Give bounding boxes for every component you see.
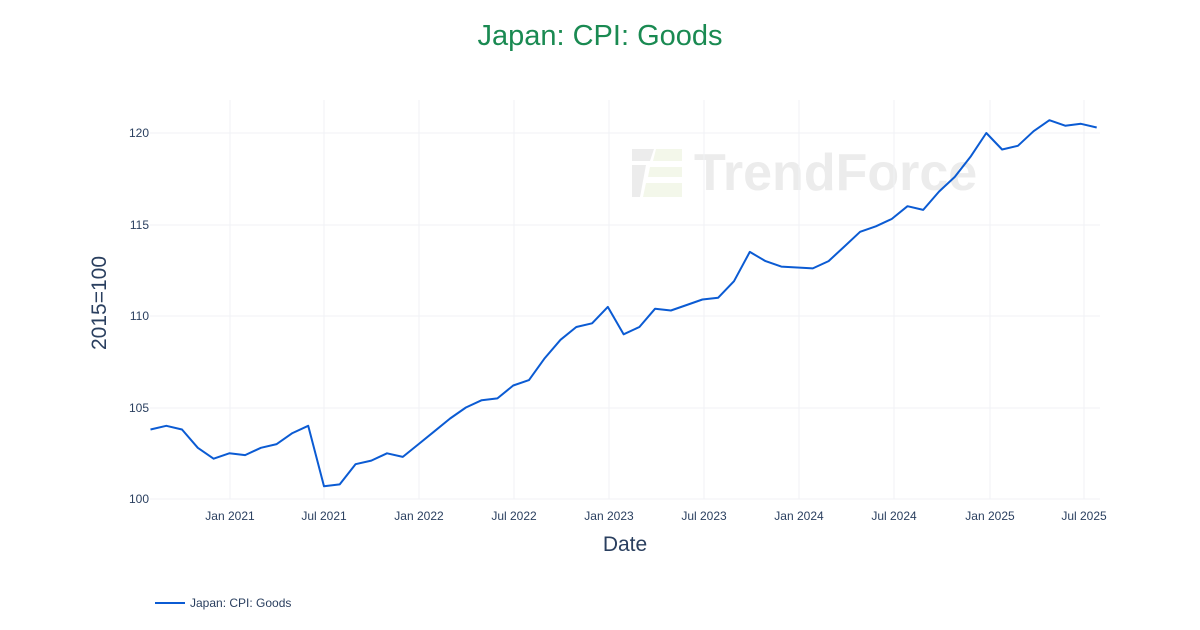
y-tick-label: 115 <box>129 218 149 232</box>
y-tick-label: 120 <box>128 126 149 140</box>
y-tick-label: 110 <box>129 309 149 323</box>
legend-label: Japan: CPI: Goods <box>190 596 292 610</box>
watermark-text: TrendForce <box>694 144 978 202</box>
x-tick-label: Jul 2022 <box>491 509 537 523</box>
y-tick-label: 105 <box>128 401 149 415</box>
legend-item[interactable]: Japan: CPI: Goods <box>155 596 291 610</box>
x-tick-label: Jul 2025 <box>1061 509 1107 523</box>
x-tick-label: Jul 2023 <box>681 509 727 523</box>
x-tick-label: Jan 2022 <box>394 509 444 523</box>
y-tick-label: 100 <box>128 492 149 506</box>
x-tick-label: Jul 2021 <box>301 509 347 523</box>
x-tick-label: Jan 2021 <box>205 509 255 523</box>
x-tick-label: Jul 2024 <box>871 509 917 523</box>
x-tick-label: Jan 2025 <box>965 509 1015 523</box>
x-axis-title: Date <box>602 533 648 556</box>
chart-title: Japan: CPI: Goods <box>477 20 723 52</box>
trendforce-logo-icon <box>626 145 682 201</box>
y-axis-title: 2015=100 <box>88 255 111 351</box>
series-line[interactable] <box>150 119 1097 488</box>
x-tick-label: Jan 2023 <box>584 509 634 523</box>
x-tick-label: Jan 2024 <box>774 509 824 523</box>
legend-line-icon <box>155 602 185 604</box>
trendforce-watermark: TrendForce <box>626 143 977 203</box>
